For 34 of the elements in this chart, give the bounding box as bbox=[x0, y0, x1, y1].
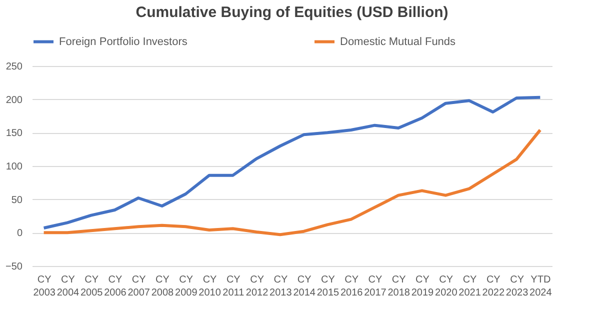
y-tick-label: 250 bbox=[6, 62, 23, 72]
legend-label: Domestic Mutual Funds bbox=[340, 36, 456, 48]
y-tick-label: 150 bbox=[6, 128, 23, 140]
x-tick-label: CY 2007 bbox=[128, 274, 150, 298]
x-tick-label: CY 2017 bbox=[364, 274, 387, 298]
x-tick-label: CY 2010 bbox=[198, 274, 222, 298]
y-tick-label: −50 bbox=[6, 262, 23, 272]
x-tick-label: CY 2022 bbox=[482, 274, 505, 298]
line-series bbox=[42, 96, 542, 230]
y-tick-label: 200 bbox=[6, 94, 23, 106]
x-tick-label: CY 2016 bbox=[340, 274, 364, 298]
x-tick-label: CY 2005 bbox=[80, 274, 104, 298]
x-tick-label: CY 2021 bbox=[458, 274, 482, 298]
x-tick-label: CY 2011 bbox=[222, 274, 245, 298]
y-tick-label: 100 bbox=[6, 162, 23, 172]
x-tick-label: CY 2014 bbox=[293, 274, 316, 298]
x-tick-label: CY 2003 bbox=[33, 274, 56, 298]
x-tick-label: CY 2008 bbox=[151, 274, 174, 298]
x-tick-label: CY 2023 bbox=[506, 274, 529, 298]
x-tick-label: YTD 2024 bbox=[530, 274, 552, 298]
x-tick-label: CY 2018 bbox=[388, 274, 410, 298]
chart-title: Cumulative Buying of Equities (USD Billion) bbox=[136, 4, 448, 21]
x-tick-label: CY 2013 bbox=[270, 274, 292, 298]
x-tick-label: CY 2019 bbox=[411, 274, 434, 298]
x-tick-label: CY 2020 bbox=[435, 274, 458, 298]
x-tick-label: CY 2004 bbox=[56, 274, 80, 298]
x-tick-label: CY 2015 bbox=[316, 274, 340, 298]
y-tick-label: 50 bbox=[11, 194, 23, 206]
x-tick-label: CY 2009 bbox=[175, 274, 198, 298]
x-tick-label: CY 2012 bbox=[246, 274, 269, 298]
y-tick-label: 0 bbox=[16, 228, 23, 240]
legend-label: Foreign Portfolio Investors bbox=[59, 36, 188, 48]
line-series bbox=[42, 128, 542, 236]
x-tick-label: CY 2006 bbox=[104, 274, 127, 298]
